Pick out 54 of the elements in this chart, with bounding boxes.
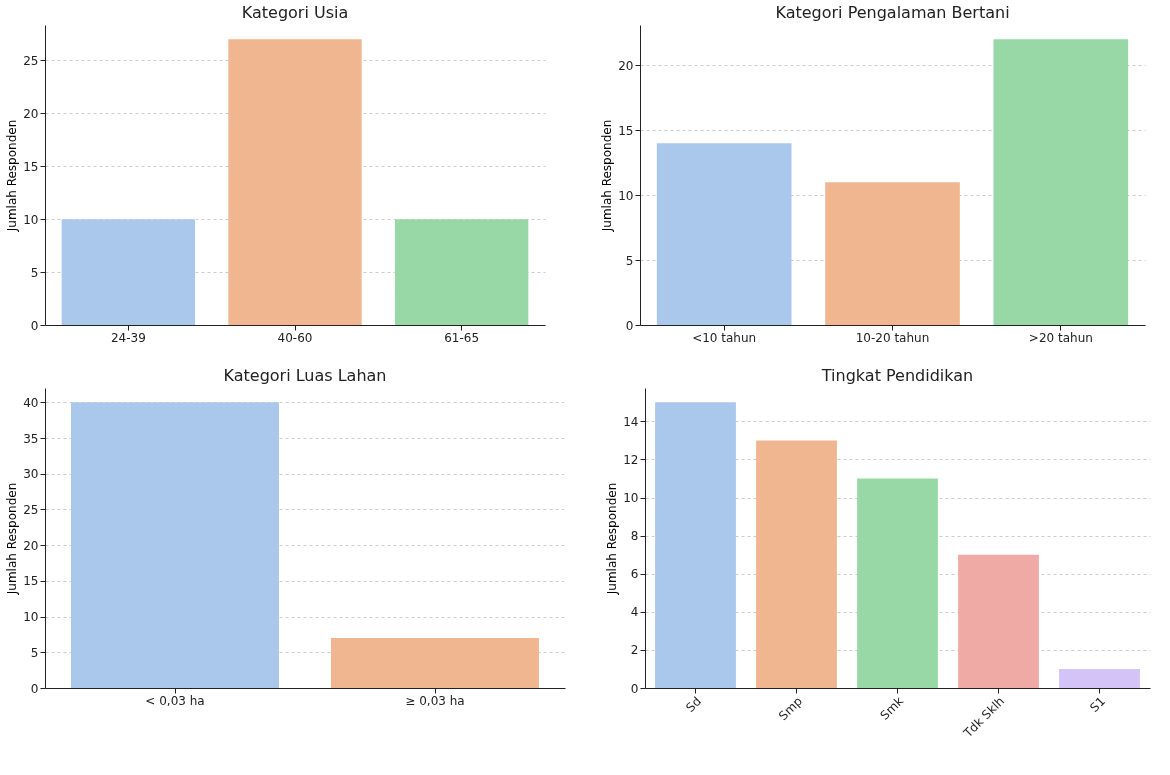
y-tick-label: 5 — [30, 265, 39, 280]
y-tick-label: 4 — [630, 605, 639, 620]
y-tick-label: 20 — [23, 106, 39, 121]
y-tick-label: 15 — [23, 159, 39, 174]
y-tick-label: 5 — [30, 645, 39, 660]
y-axis-title: Jumlah Responden — [605, 482, 620, 596]
y-tick-label: 14 — [623, 414, 639, 429]
y-tick-label: 20 — [618, 58, 634, 73]
x-tick-label: S1 — [1087, 694, 1108, 715]
y-tick-label: 0 — [625, 318, 634, 333]
y-axis-title: Jumlah Responden — [600, 119, 615, 233]
y-tick-label: 25 — [23, 502, 39, 517]
y-tick-label: 6 — [630, 567, 639, 582]
bar — [993, 39, 1129, 325]
y-tick-label: 0 — [630, 681, 639, 696]
y-tick-label: 0 — [30, 681, 39, 696]
y-tick-label: 8 — [630, 529, 639, 544]
x-tick-label: 24-39 — [110, 330, 146, 345]
x-tick-label: 61-65 — [444, 330, 480, 345]
y-tick-label: 5 — [625, 253, 634, 268]
y-tick-label: 10 — [23, 610, 39, 625]
y-tick-label: 30 — [23, 467, 39, 482]
x-tick-label: <10 tahun — [692, 330, 757, 345]
bar — [857, 478, 938, 688]
y-tick-label: 10 — [618, 188, 634, 203]
bar — [958, 554, 1039, 688]
y-tick-label: 15 — [618, 123, 634, 138]
y-tick-label: 12 — [623, 452, 639, 467]
y-tick-label: 20 — [23, 538, 39, 553]
chart-title: Tingkat Pendidikan — [820, 366, 974, 385]
x-tick-label: < 0,03 ha — [145, 693, 205, 708]
y-tick-label: 25 — [23, 53, 39, 68]
x-tick-label: >20 tahun — [1028, 330, 1093, 345]
x-tick-label: 40-60 — [277, 330, 313, 345]
y-tick-label: 10 — [623, 491, 639, 506]
x-tick-label: ≥ 0,03 ha — [405, 693, 465, 708]
bar — [655, 402, 736, 688]
y-axis-title: Jumlah Responden — [5, 119, 20, 233]
y-tick-label: 15 — [23, 574, 39, 589]
y-tick-label: 40 — [23, 395, 39, 410]
bar — [1059, 668, 1140, 688]
bar — [756, 440, 837, 688]
x-tick-label: 10-20 tahun — [855, 330, 930, 345]
bar — [825, 182, 960, 325]
x-tick-label: Sd — [683, 694, 704, 715]
y-axis-title: Jumlah Responden — [5, 482, 20, 596]
chart-title: Kategori Luas Lahan — [223, 366, 387, 385]
chart-title: Kategori Usia — [241, 3, 349, 22]
bar — [656, 143, 792, 325]
y-tick-label: 2 — [630, 643, 639, 658]
y-tick-label: 0 — [30, 318, 39, 333]
y-tick-label: 35 — [23, 431, 39, 446]
y-tick-label: 10 — [23, 212, 39, 227]
chart-title: Kategori Pengalaman Bertani — [775, 3, 1010, 22]
